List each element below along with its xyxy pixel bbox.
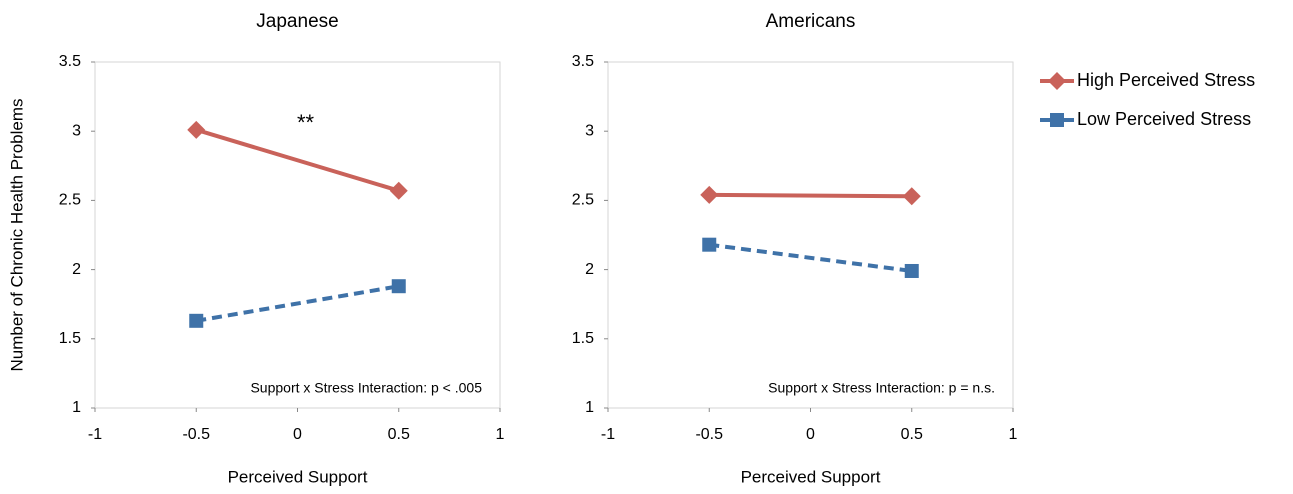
- annotation: **: [297, 110, 315, 135]
- marker: [902, 187, 921, 206]
- x-tick-label: -1: [601, 426, 615, 443]
- y-tick-label: 2: [72, 261, 81, 278]
- series-line: [708, 242, 913, 273]
- series-line: [709, 192, 912, 199]
- series-line: [195, 284, 400, 323]
- y-tick-label: 2.5: [572, 192, 594, 209]
- y-tick-label: 2: [585, 261, 594, 278]
- x-tick-label: 1: [1009, 426, 1018, 443]
- x-axis-label: Perceived Support: [228, 467, 368, 486]
- y-tick-label: 3: [585, 122, 594, 139]
- x-tick-label: 1: [496, 426, 505, 443]
- marker: [700, 185, 719, 204]
- chart-title: Americans: [766, 11, 856, 32]
- y-axis-label: Number of Chronic Health Problems: [7, 98, 26, 371]
- marker: [702, 237, 717, 252]
- legend-marker: [1048, 72, 1066, 90]
- x-tick-label: 0: [806, 426, 815, 443]
- series-line: [195, 127, 400, 193]
- y-tick-label: 3: [72, 122, 81, 139]
- marker: [904, 263, 919, 278]
- x-axis-label: Perceived Support: [741, 467, 881, 486]
- marker: [189, 313, 204, 328]
- annotation: Support x Stress Interaction: p < .005: [250, 380, 482, 396]
- y-tick-label: 1: [72, 399, 81, 416]
- x-tick-label: -0.5: [695, 426, 723, 443]
- legend-marker: [1050, 113, 1064, 127]
- y-tick-label: 1.5: [59, 330, 81, 347]
- x-tick-label: -1: [88, 426, 102, 443]
- plot-frame: [607, 61, 1014, 409]
- x-tick-label: -0.5: [182, 426, 210, 443]
- legend-label: High Perceived Stress: [1077, 70, 1255, 90]
- x-tick-label: 0.5: [388, 426, 410, 443]
- marker: [389, 181, 408, 200]
- y-tick-label: 1.5: [572, 330, 594, 347]
- x-tick-label: 0: [293, 426, 302, 443]
- legend-label: Low Perceived Stress: [1077, 109, 1251, 129]
- x-tick-label: 0.5: [901, 426, 923, 443]
- y-tick-label: 1: [585, 399, 594, 416]
- y-tick-label: 3.5: [572, 53, 594, 70]
- marker: [187, 120, 206, 139]
- chart-title: Japanese: [256, 11, 338, 32]
- annotation: Support x Stress Interaction: p = n.s.: [768, 380, 995, 396]
- marker: [391, 279, 406, 294]
- y-tick-label: 2.5: [59, 192, 81, 209]
- y-tick-label: 3.5: [59, 53, 81, 70]
